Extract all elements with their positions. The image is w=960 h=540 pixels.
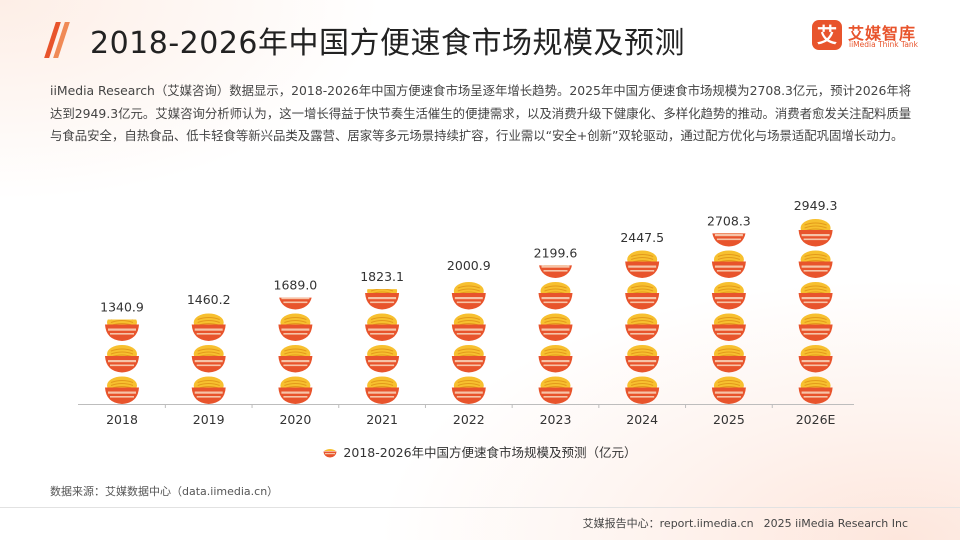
title-bar: 2018-2026年中国方便速食市场规模及预测 bbox=[0, 18, 960, 62]
data-label-2022: 2000.9 bbox=[447, 258, 491, 273]
chart-bars bbox=[105, 219, 833, 404]
bar-2024 bbox=[625, 250, 660, 404]
logo-name: 艾媒智库 bbox=[848, 24, 917, 43]
bowl-icon bbox=[323, 446, 337, 461]
tick-label-2020: 2020 bbox=[279, 412, 311, 427]
data-labels: 1340.9 1460.2 1689.0 1823.1 2000.9 2199.6 2447… bbox=[100, 198, 837, 314]
data-label-2026E: 2949.3 bbox=[794, 198, 838, 213]
tick-label-2023: 2023 bbox=[540, 412, 572, 427]
bar-2020 bbox=[278, 297, 313, 404]
chart-legend: 2018-2026年中国方便速食市场规模及预测（亿元） bbox=[0, 442, 960, 461]
data-label-2019: 1460.2 bbox=[187, 292, 231, 307]
bar-2019 bbox=[191, 313, 226, 404]
footer-copyright: 2025 iiMedia Research Inc bbox=[763, 517, 908, 530]
tick-label-2025: 2025 bbox=[713, 412, 745, 427]
tick-label-2019: 2019 bbox=[193, 412, 225, 427]
footer-report-link[interactable]: 艾媒报告中心：report.iimedia.cn bbox=[582, 517, 754, 530]
tick-label-2022: 2022 bbox=[453, 412, 485, 427]
bar-2025 bbox=[711, 233, 746, 404]
tick-label-2018: 2018 bbox=[106, 412, 138, 427]
brand-logo: 艾 艾媒智库 iiMedia Think Tank bbox=[812, 20, 932, 58]
bar-2018 bbox=[105, 319, 139, 404]
tick-label-2021: 2021 bbox=[366, 412, 398, 427]
bar-2023 bbox=[538, 265, 573, 404]
legend-label: 2018-2026年中国方便速食市场规模及预测（亿元） bbox=[343, 445, 637, 460]
x-axis-ticks: 2018 2019 2020 2021 2022 2023 2024 2025 2026E bbox=[106, 404, 836, 427]
data-source: 数据来源：艾媒数据中心（data.iimedia.cn） bbox=[50, 485, 279, 498]
footer: 艾媒报告中心：report.iimedia.cn 2025 iiMedia Res… bbox=[583, 515, 908, 531]
data-label-2021: 1823.1 bbox=[360, 269, 404, 284]
description-text: iiMedia Research（艾媒咨询）数据显示，2018-2026年中国方… bbox=[50, 83, 912, 143]
data-label-2023: 2199.6 bbox=[534, 245, 578, 260]
tick-label-2026E: 2026E bbox=[796, 412, 836, 427]
data-label-2018: 1340.9 bbox=[100, 300, 144, 315]
bar-2021 bbox=[365, 289, 400, 404]
logo-subtitle: iiMedia Think Tank bbox=[849, 40, 919, 49]
data-label-2020: 1689.0 bbox=[274, 278, 318, 293]
page-title: 2018-2026年中国方便速食市场规模及预测 bbox=[90, 26, 686, 61]
bar-2022 bbox=[451, 277, 486, 404]
footer-divider bbox=[0, 507, 960, 508]
bar-2026E bbox=[798, 219, 833, 404]
data-label-2025: 2708.3 bbox=[707, 213, 751, 228]
logo-mark-icon: 艾 bbox=[812, 20, 842, 50]
data-label-2024: 2447.5 bbox=[620, 230, 664, 245]
tick-label-2024: 2024 bbox=[626, 412, 658, 427]
